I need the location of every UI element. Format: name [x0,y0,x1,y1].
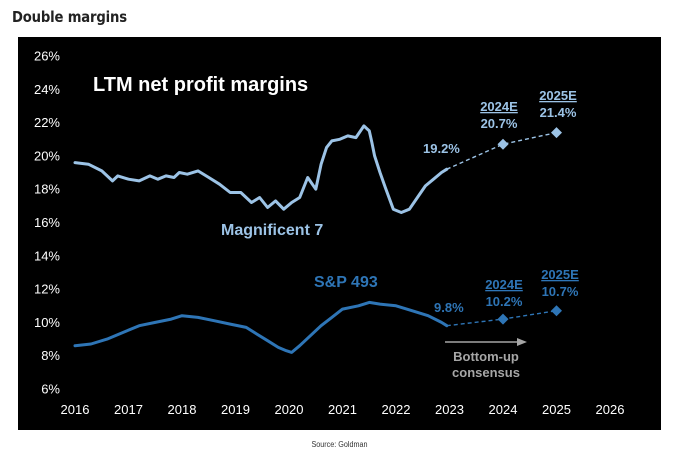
forecast-marker [497,138,509,150]
x-tick-label: 2018 [168,402,197,417]
last-actual-label: 19.2% [423,141,460,156]
series-label-magnificent-7: Magnificent 7 [221,222,323,239]
last-actual-label: 9.8% [434,300,464,315]
forecast-year-label: 2024E [485,277,523,292]
forecast-year-label: 2024E [480,99,518,114]
y-tick-label: 8% [41,348,60,363]
forecast-marker [497,313,509,325]
x-tick-label: 2019 [221,402,250,417]
x-tick-label: 2022 [382,402,411,417]
y-tick-label: 20% [34,148,60,163]
x-tick-label: 2017 [114,402,143,417]
x-tick-label: 2021 [328,402,357,417]
forecast-year-label: 2025E [541,267,579,282]
y-tick-label: 26% [34,49,60,64]
x-tick-label: 2025 [542,402,571,417]
y-tick-label: 6% [41,382,60,397]
consensus-label-line2: consensus [452,365,520,380]
consensus-arrowhead [517,338,527,346]
y-tick-label: 14% [34,248,60,263]
forecast-marker [551,305,562,317]
series-line-sp-493 [73,300,449,354]
forecast-line [446,131,557,170]
forecast-value-label: 20.7% [481,116,518,131]
series-line-magnificent-7 [73,124,449,214]
y-tick-label: 10% [34,315,60,330]
forecast-value-label: 21.4% [540,105,577,120]
consensus-label-line1: Bottom-up [453,349,519,364]
forecast-marker [551,127,562,139]
y-tick-label: 22% [34,115,60,130]
y-tick-label: 16% [34,215,60,230]
source-note: Source: Goldman [311,440,368,449]
x-tick-label: 2016 [61,402,90,417]
series-label-sp-493: S&P 493 [314,274,378,291]
chart-panel: 6% 8% 10% 12% 14% 16% 18% 20% 22% 24% 26% 2016 2017 2… [18,37,661,430]
x-tick-label: 2023 [435,402,464,417]
y-tick-label: 12% [34,282,60,297]
x-tick-label: 2026 [596,402,625,417]
y-tick-label: 24% [34,82,60,97]
x-tick-label: 2020 [275,402,304,417]
page-heading: Double margins [12,8,127,26]
y-tick-label: 18% [34,182,60,197]
forecast-value-label: 10.7% [542,284,579,299]
chart-title: LTM net profit margins [93,74,308,96]
chart-svg: 6% 8% 10% 12% 14% 16% 18% 20% 22% 24% 26% 2016 2017 2… [34,49,625,418]
x-tick-label: 2024 [489,402,518,417]
forecast-value-label: 10.2% [486,294,523,309]
forecast-year-label: 2025E [539,88,577,103]
